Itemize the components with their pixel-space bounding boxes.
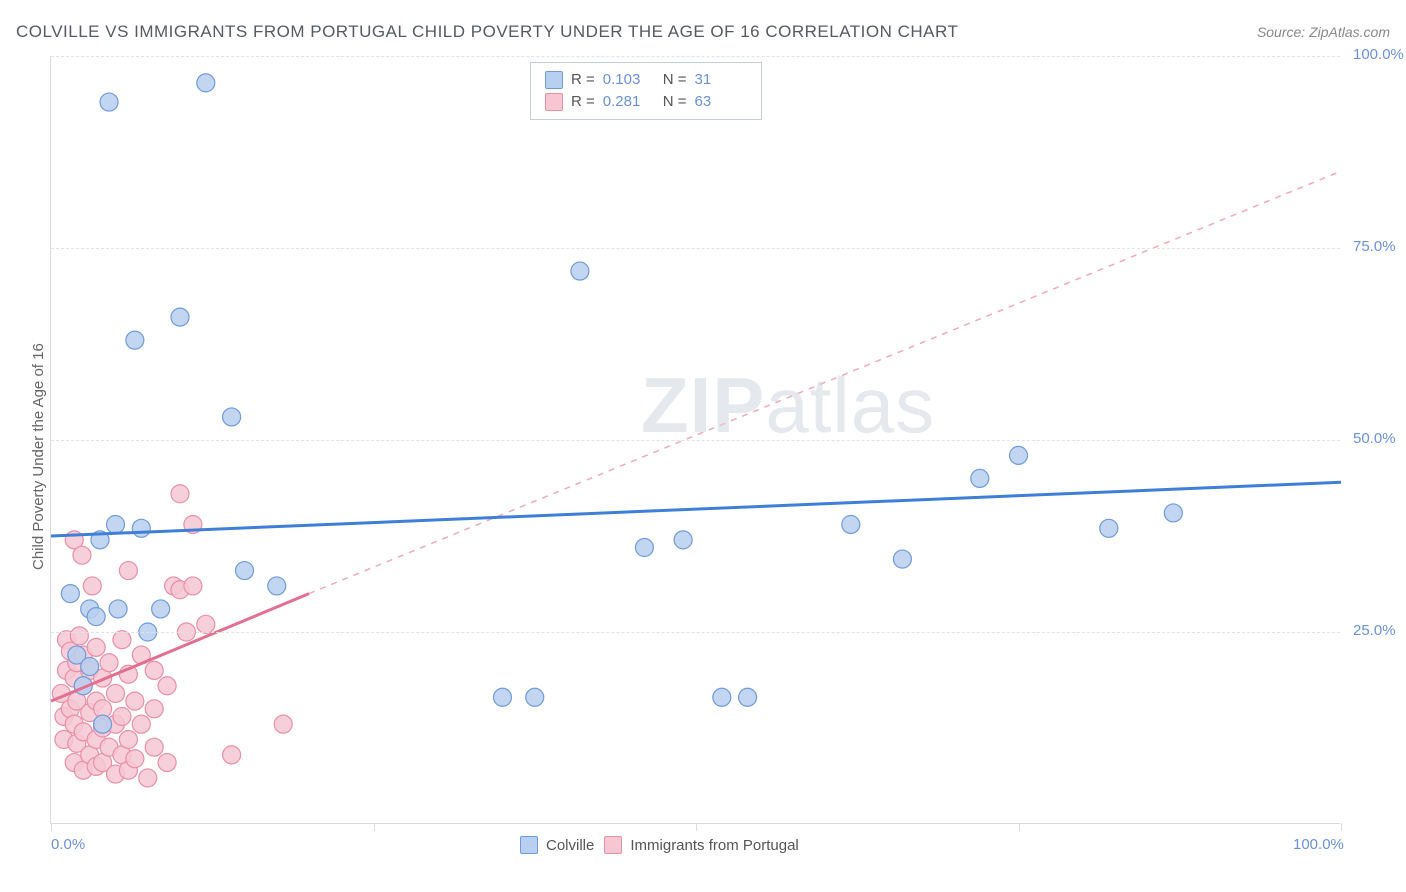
scatter-point — [171, 485, 189, 503]
scatter-point — [81, 658, 99, 676]
scatter-point — [126, 331, 144, 349]
scatter-point — [842, 515, 860, 533]
scatter-point — [494, 688, 512, 706]
scatter-point — [893, 550, 911, 568]
scatter-point — [1010, 446, 1028, 464]
scatter-point — [184, 577, 202, 595]
scatter-point — [223, 746, 241, 764]
legend-r-label: R = — [571, 69, 595, 91]
scatter-point — [87, 638, 105, 656]
scatter-point — [83, 577, 101, 595]
scatter-point — [268, 577, 286, 595]
scatter-point — [132, 715, 150, 733]
scatter-point — [236, 562, 254, 580]
scatter-point — [971, 469, 989, 487]
scatter-point — [197, 74, 215, 92]
scatter-point — [119, 731, 137, 749]
gridline-h — [51, 632, 1340, 633]
legend-series-label: Immigrants from Portugal — [630, 837, 798, 854]
scatter-point — [158, 754, 176, 772]
legend-stats-row: R = 0.281 N = 63 — [545, 91, 747, 113]
scatter-point — [223, 408, 241, 426]
legend-series-item: Immigrants from Portugal — [604, 836, 798, 854]
scatter-point — [107, 515, 125, 533]
scatter-point — [145, 661, 163, 679]
y-axis-label: Child Poverty Under the Age of 16 — [30, 343, 47, 570]
scatter-point — [119, 562, 137, 580]
legend-swatch — [520, 836, 538, 854]
scatter-point — [571, 262, 589, 280]
scatter-point — [139, 769, 157, 787]
legend-stats-row: R = 0.103 N = 31 — [545, 69, 747, 91]
legend-series: Colville Immigrants from Portugal — [520, 836, 799, 854]
y-tick-label: 50.0% — [1353, 430, 1396, 447]
scatter-point — [87, 608, 105, 626]
regression-line — [51, 482, 1341, 536]
legend-r-label: R = — [571, 91, 595, 113]
legend-r-value: 0.281 — [603, 91, 655, 113]
x-tick-label: 100.0% — [1293, 836, 1344, 853]
scatter-point — [197, 615, 215, 633]
x-tick-mark — [51, 823, 52, 831]
x-tick-label: 0.0% — [51, 836, 85, 853]
legend-n-label: N = — [663, 91, 687, 113]
scatter-point — [674, 531, 692, 549]
scatter-point — [100, 93, 118, 111]
legend-r-value: 0.103 — [603, 69, 655, 91]
plot-area: ZIPatlas 25.0%50.0%75.0%100.0%0.0%100.0% — [50, 56, 1340, 824]
x-tick-mark — [1019, 823, 1020, 831]
scatter-point — [61, 585, 79, 603]
scatter-point — [132, 519, 150, 537]
x-tick-mark — [374, 823, 375, 831]
y-tick-label: 25.0% — [1353, 622, 1396, 639]
y-tick-label: 75.0% — [1353, 238, 1396, 255]
gridline-h — [51, 56, 1340, 57]
scatter-point — [1164, 504, 1182, 522]
legend-swatch — [545, 93, 563, 111]
legend-swatch — [604, 836, 622, 854]
scatter-point — [94, 715, 112, 733]
legend-series-label: Colville — [546, 837, 594, 854]
scatter-point — [109, 600, 127, 618]
scatter-point — [100, 654, 118, 672]
legend-n-value: 63 — [695, 91, 747, 113]
scatter-point — [145, 700, 163, 718]
legend-series-item: Colville — [520, 836, 594, 854]
scatter-point — [113, 707, 131, 725]
y-tick-label: 100.0% — [1353, 46, 1404, 63]
scatter-point — [739, 688, 757, 706]
scatter-point — [113, 631, 131, 649]
scatter-point — [274, 715, 292, 733]
x-tick-mark — [696, 823, 697, 831]
title-bar: COLVILLE VS IMMIGRANTS FROM PORTUGAL CHI… — [16, 22, 1390, 42]
legend-stats: R = 0.103 N = 31 R = 0.281 N = 63 — [530, 62, 762, 120]
gridline-h — [51, 248, 1340, 249]
regression-line — [309, 171, 1341, 593]
scatter-point — [126, 692, 144, 710]
scatter-point — [145, 738, 163, 756]
scatter-point — [1100, 519, 1118, 537]
x-tick-mark — [1341, 823, 1342, 831]
legend-n-value: 31 — [695, 69, 747, 91]
scatter-point — [126, 750, 144, 768]
legend-n-label: N = — [663, 69, 687, 91]
scatter-point — [70, 627, 88, 645]
scatter-point — [635, 539, 653, 557]
scatter-point — [73, 546, 91, 564]
correlation-chart: COLVILLE VS IMMIGRANTS FROM PORTUGAL CHI… — [0, 0, 1406, 892]
scatter-point — [152, 600, 170, 618]
scatter-point — [158, 677, 176, 695]
scatter-point — [107, 684, 125, 702]
scatter-point — [171, 308, 189, 326]
chart-title: COLVILLE VS IMMIGRANTS FROM PORTUGAL CHI… — [16, 22, 958, 42]
scatter-point — [526, 688, 544, 706]
gridline-h — [51, 440, 1340, 441]
legend-swatch — [545, 71, 563, 89]
scatter-point — [713, 688, 731, 706]
chart-source: Source: ZipAtlas.com — [1257, 24, 1390, 40]
